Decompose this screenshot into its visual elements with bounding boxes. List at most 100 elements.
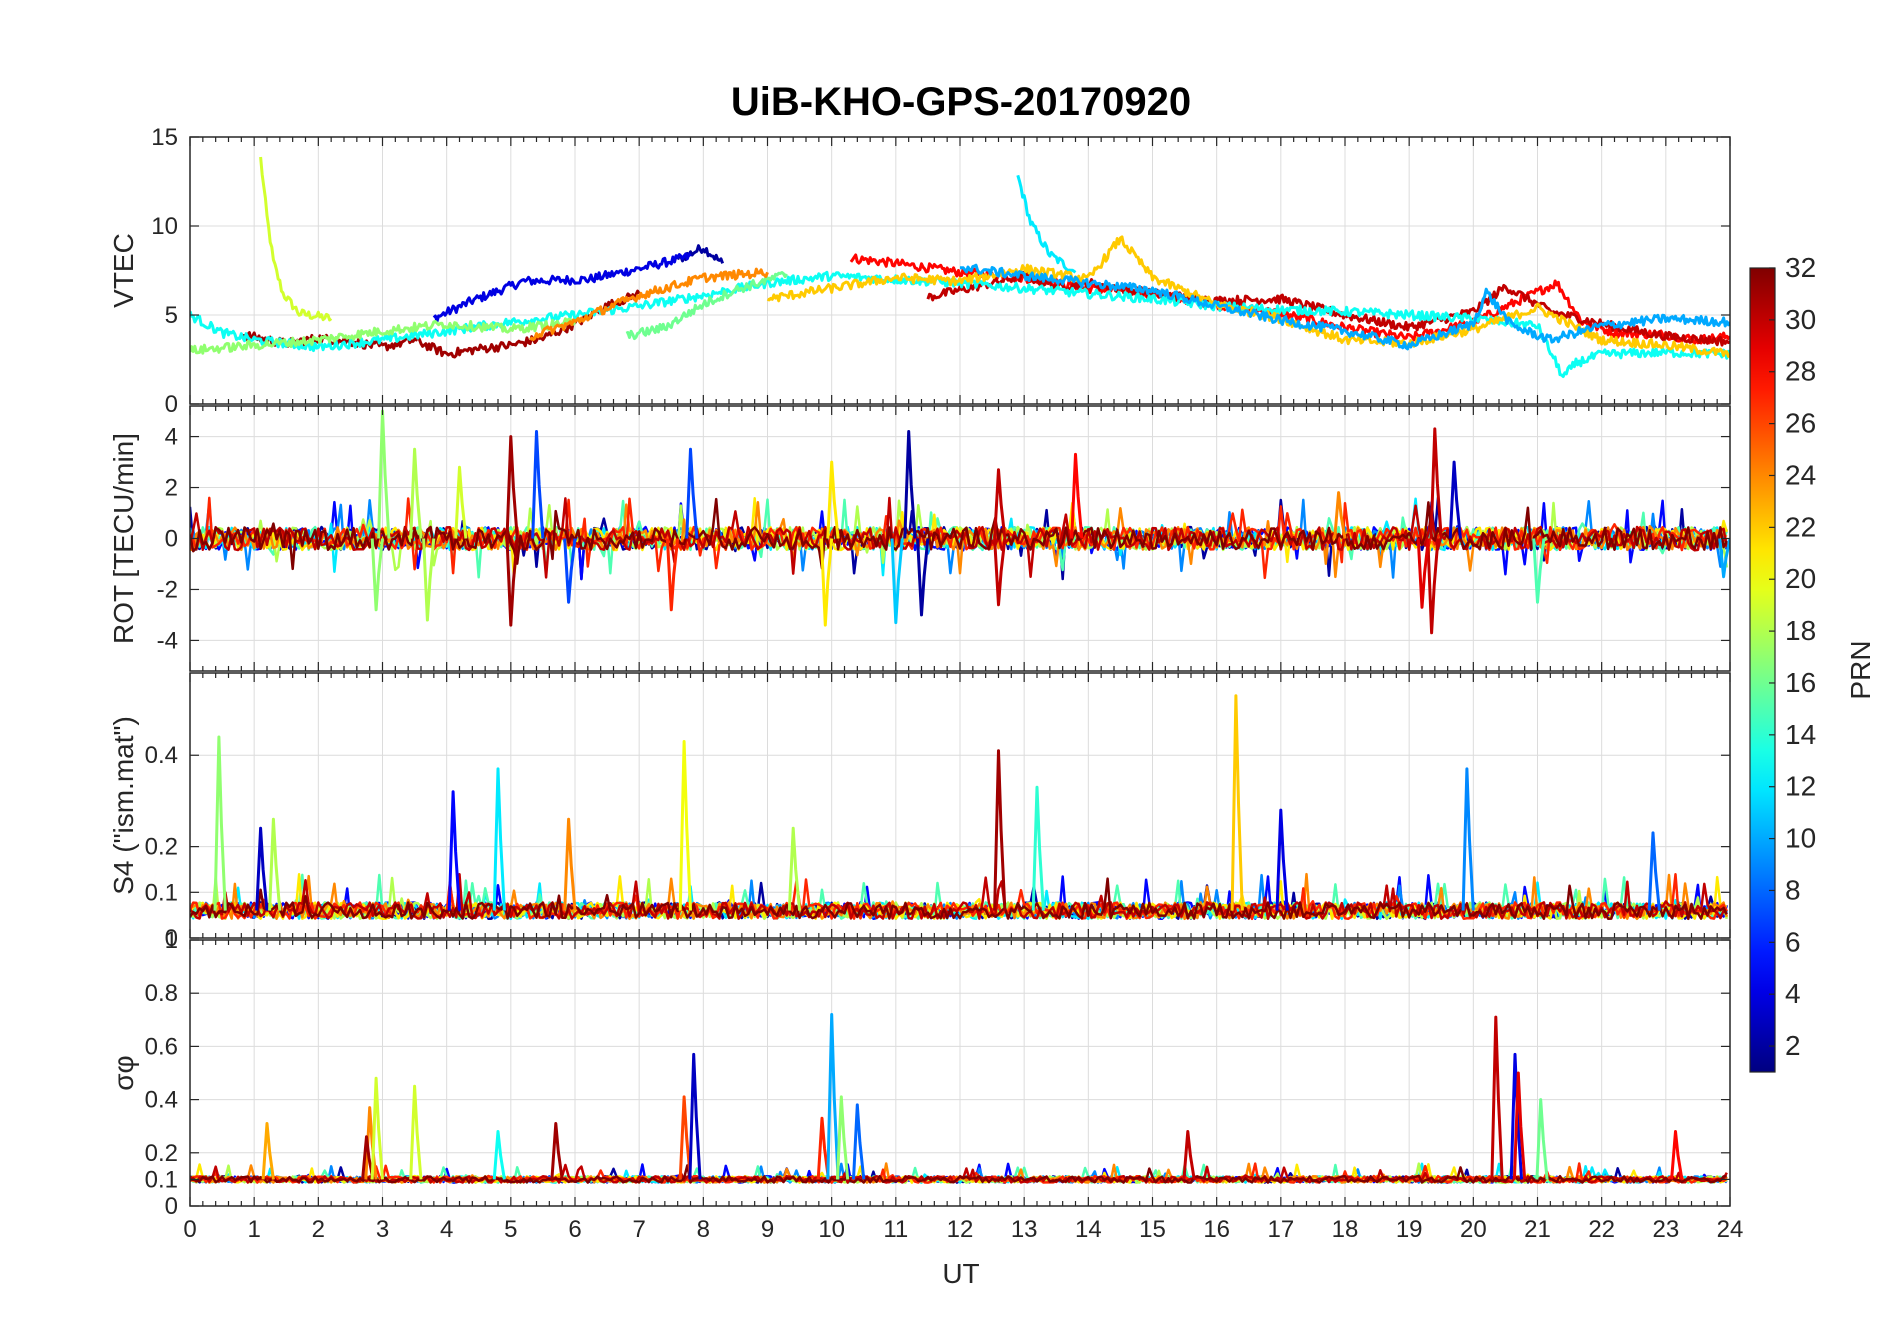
colorbar-tick-label: 18 xyxy=(1785,615,1816,646)
spike-prn-12 xyxy=(492,767,506,911)
spike-prn-19 xyxy=(409,1084,423,1180)
panel-3: 0 0.1 0.2 0.4S4 ("ism.mat") xyxy=(108,672,1731,952)
colorbar-tick-label: 8 xyxy=(1785,874,1801,905)
spike-prn-13 xyxy=(492,1130,506,1180)
x-tick-label: 15 xyxy=(1139,1216,1166,1243)
x-tick-label: 9 xyxy=(761,1216,774,1243)
y-tick-label: -2 xyxy=(157,576,178,603)
series-prn-2 xyxy=(676,244,725,264)
figure-title: UiB-KHO-GPS-20170920 xyxy=(731,80,1191,124)
y-tick-label: 0.6 xyxy=(145,1033,178,1060)
y-tick-label: 0.2 xyxy=(145,834,178,861)
spike-prn-30 xyxy=(993,538,1007,607)
x-tick-label: 13 xyxy=(1011,1216,1038,1243)
spike-prn-21 xyxy=(826,460,840,539)
spike-prn-21 xyxy=(819,538,834,627)
series-prn-24 xyxy=(529,267,769,341)
x-tick-label: 3 xyxy=(376,1216,389,1243)
spike-prn-17 xyxy=(370,538,384,612)
ticks xyxy=(189,939,1731,1207)
spike-prn-31 xyxy=(505,538,519,627)
spike-prn-19 xyxy=(370,1076,384,1180)
spike-prn-16 xyxy=(1535,1098,1549,1180)
spike-prn-2 xyxy=(903,430,917,539)
y-tick-label: -4 xyxy=(157,627,178,654)
plot-lines xyxy=(190,409,1730,635)
y-tick-label: 4 xyxy=(165,424,178,451)
grid xyxy=(189,136,1731,405)
y-tick-label: 1 xyxy=(165,927,178,954)
colorbar-tick-label: 4 xyxy=(1785,978,1801,1009)
x-tick-label: 6 xyxy=(568,1216,581,1243)
spike-prn-18 xyxy=(409,447,423,539)
spike-prn-18 xyxy=(422,538,436,622)
y-axis-label: S4 ("ism.mat") xyxy=(108,716,139,895)
spike-prn-3 xyxy=(255,826,269,911)
colorbar-tick-label: 6 xyxy=(1785,926,1801,957)
y-tick-label: 0.2 xyxy=(145,1140,178,1167)
series-prn-10 xyxy=(960,263,1730,351)
x-tick-label: 12 xyxy=(947,1216,974,1243)
y-tick-label: 0.1 xyxy=(145,1166,178,1193)
spike-prn-9 xyxy=(1461,767,1475,911)
spike-prn-3 xyxy=(1448,460,1462,539)
y-tick-label: 15 xyxy=(151,124,178,151)
noise-prn-24 xyxy=(190,501,1728,579)
x-tick-label: 14 xyxy=(1075,1216,1102,1243)
spike-prn-18 xyxy=(787,826,802,911)
colorbar-tick-label: 32 xyxy=(1785,252,1816,283)
spike-prn-10 xyxy=(1718,538,1730,579)
spike-prn-30 xyxy=(1426,538,1440,635)
spike-prn-23 xyxy=(261,1122,275,1180)
y-tick-label: 0 xyxy=(165,925,178,952)
noise-prn-30 xyxy=(190,496,1729,579)
x-tick-label: 21 xyxy=(1524,1216,1551,1243)
spike-prn-24 xyxy=(1333,491,1347,539)
colorbar-tick-label: 26 xyxy=(1785,408,1816,439)
series-prn-19 xyxy=(259,156,333,322)
y-axis-label: σφ xyxy=(108,1055,139,1090)
colorbar-tick-label: 16 xyxy=(1785,667,1816,698)
spike-prn-26 xyxy=(678,1095,692,1180)
x-tick-label: 2 xyxy=(312,1216,325,1243)
plot-lines xyxy=(190,156,1730,378)
spike-prn-30 xyxy=(1429,427,1443,539)
plot-lines xyxy=(190,694,1729,921)
spike-prn-15 xyxy=(1532,538,1546,604)
y-tick-label: 0 xyxy=(165,526,178,553)
spike-prn-31 xyxy=(550,1122,564,1180)
x-tick-label: 22 xyxy=(1588,1216,1615,1243)
spike-prn-10 xyxy=(826,1013,840,1180)
x-axis: 0 1 2 3 4 5 6 7 8 9 10 11 12 13 14 15 16 17 18 19 20 21 22 23 24 xyxy=(183,1216,1743,1243)
spike-prn-7 xyxy=(563,538,577,604)
spike-prn-31 xyxy=(505,435,519,539)
y-tick-label: 0.8 xyxy=(145,980,178,1007)
spike-prn-22 xyxy=(1230,694,1244,911)
spike-prn-30 xyxy=(1182,1130,1196,1180)
colorbar-tick-label: 10 xyxy=(1785,823,1816,854)
x-tick-label: 16 xyxy=(1203,1216,1230,1243)
y-tick-label: 5 xyxy=(165,302,178,329)
series-prn-4 xyxy=(432,252,692,323)
y-tick-label: 2 xyxy=(165,475,178,502)
x-axis-label: UT xyxy=(942,1258,979,1289)
spike-prn-8 xyxy=(1647,831,1661,911)
colorbar-tick-label: 22 xyxy=(1785,511,1816,542)
spike-prn-29 xyxy=(1416,538,1430,609)
colorbar-tick-label: 28 xyxy=(1785,356,1816,387)
colorbar-gradient xyxy=(1749,267,1776,1073)
ticks xyxy=(189,406,1731,671)
series-prn-12 xyxy=(1016,174,1077,274)
colorbar-tick-label: 12 xyxy=(1785,771,1816,802)
spike-prn-7 xyxy=(531,430,545,539)
colorbar-tick-label: 24 xyxy=(1785,459,1816,490)
colorbar-tick-label: 2 xyxy=(1785,1030,1801,1061)
x-tick-label: 7 xyxy=(632,1216,645,1243)
ticks xyxy=(189,673,1731,939)
series-prn-16 xyxy=(625,271,789,341)
noise-prn-32 xyxy=(190,877,1728,921)
x-tick-label: 18 xyxy=(1332,1216,1359,1243)
